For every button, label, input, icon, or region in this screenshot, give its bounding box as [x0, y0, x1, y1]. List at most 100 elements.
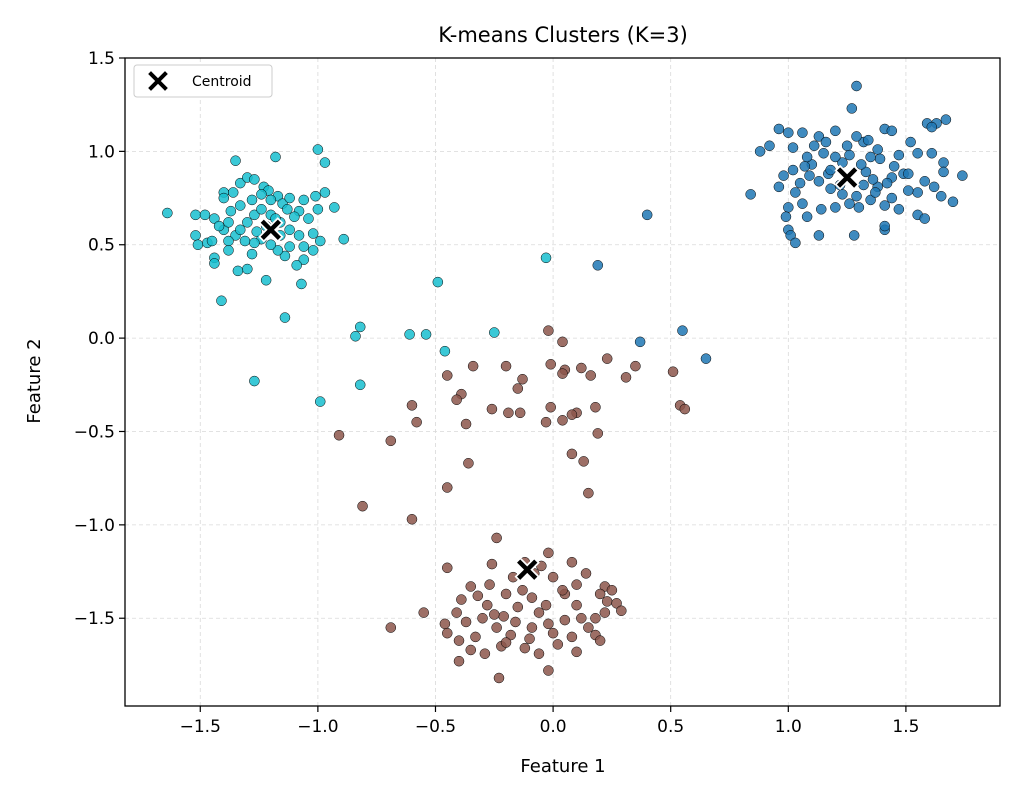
legend-centroid-marker-inner	[148, 71, 168, 91]
data-point-cluster-2	[601, 353, 613, 364]
data-point-cluster-2	[524, 633, 535, 645]
data-point-cluster-2	[578, 456, 589, 467]
data-point-cluster-2	[453, 635, 465, 646]
data-point-cluster-2	[557, 368, 568, 379]
data-point-cluster-0	[853, 202, 865, 213]
data-point-cluster-1	[246, 194, 258, 206]
y-tick-label: 1.0	[88, 142, 115, 162]
data-point-cluster-2	[512, 383, 524, 394]
data-point-cluster-0	[851, 190, 862, 202]
data-point-cluster-2	[557, 584, 568, 596]
y-tick-label: −0.5	[74, 422, 115, 442]
data-point-cluster-1	[209, 258, 220, 269]
data-point-cluster-2	[441, 627, 453, 639]
data-point-cluster-0	[844, 198, 855, 209]
data-point-cluster-2	[491, 532, 502, 544]
data-point-cluster-1	[296, 278, 307, 290]
data-point-cluster-0	[926, 121, 938, 133]
data-point-cluster-0	[848, 230, 860, 241]
y-tick-label: −1.5	[74, 609, 115, 629]
data-point-cluster-2	[601, 596, 613, 607]
data-points	[162, 80, 968, 684]
data-point-cluster-0	[778, 170, 789, 181]
data-point-cluster-2	[451, 394, 462, 405]
data-point-cluster-2	[465, 581, 477, 592]
data-point-cluster-2	[533, 607, 545, 618]
data-point-cluster-2	[566, 631, 578, 643]
data-point-cluster-1	[329, 202, 340, 213]
data-point-cluster-2	[460, 616, 472, 628]
data-point-cluster-1	[246, 248, 258, 260]
data-point-cluster-1	[232, 265, 244, 277]
data-point-cluster-2	[543, 325, 554, 336]
data-point-cluster-0	[813, 230, 825, 241]
data-point-cluster-1	[251, 226, 262, 237]
x-tick-label: 1.5	[892, 717, 919, 737]
data-point-cluster-1	[218, 192, 230, 204]
data-point-cluster-2	[540, 416, 552, 428]
data-point-cluster-1	[279, 250, 291, 262]
x-tick-label: −1.5	[180, 717, 221, 737]
data-point-cluster-2	[406, 400, 418, 411]
data-point-cluster-0	[938, 157, 949, 168]
data-point-cluster-1	[260, 274, 272, 286]
data-point-cluster-1	[439, 345, 451, 357]
data-point-cluster-0	[801, 151, 813, 163]
data-point-cluster-2	[439, 618, 451, 630]
data-point-cluster-1	[209, 213, 220, 224]
data-point-cluster-0	[903, 185, 914, 196]
data-point-cluster-0	[808, 140, 820, 152]
data-point-cluster-0	[773, 123, 785, 135]
data-point-cluster-1	[314, 235, 326, 247]
data-point-cluster-2	[543, 618, 554, 630]
data-point-cluster-0	[818, 147, 829, 159]
data-point-cluster-0	[797, 198, 808, 209]
data-point-cluster-1	[298, 194, 310, 206]
data-point-cluster-2	[411, 416, 422, 428]
data-point-cluster-2	[491, 622, 502, 633]
data-point-cluster-0	[700, 353, 712, 364]
data-point-cluster-2	[540, 599, 552, 611]
x-tick-label: −1.0	[297, 717, 338, 737]
data-point-cluster-0	[790, 237, 801, 249]
data-point-cluster-0	[919, 213, 930, 224]
data-point-cluster-2	[486, 403, 498, 415]
data-point-cluster-0	[867, 174, 879, 185]
data-point-cluster-2	[616, 605, 627, 617]
x-tick-label: 1.0	[775, 717, 802, 737]
data-point-cluster-0	[830, 151, 841, 163]
data-point-cluster-2	[385, 435, 397, 447]
data-point-cluster-2	[630, 360, 641, 372]
data-point-cluster-1	[225, 205, 237, 217]
data-point-cluster-0	[957, 170, 968, 181]
data-point-cluster-2	[571, 579, 582, 590]
data-point-cluster-0	[787, 142, 799, 153]
data-point-cluster-2	[557, 415, 568, 426]
plot-frame	[124, 57, 1001, 707]
data-point-cluster-1	[312, 144, 324, 155]
data-point-cluster-2	[500, 360, 512, 372]
data-point-cluster-2	[493, 672, 505, 684]
data-point-cluster-0	[872, 144, 883, 155]
data-point-cluster-2	[620, 372, 632, 383]
data-point-cluster-0	[860, 166, 872, 178]
data-point-cluster-2	[566, 556, 578, 568]
data-point-cluster-1	[235, 224, 246, 236]
data-point-cluster-0	[893, 204, 905, 215]
data-point-cluster-1	[249, 375, 260, 387]
data-point-cluster-0	[764, 140, 775, 152]
data-point-cluster-1	[291, 260, 302, 271]
data-point-cluster-0	[841, 140, 853, 152]
data-point-cluster-1	[256, 189, 267, 200]
data-point-cluster-0	[799, 161, 811, 172]
data-point-cluster-1	[223, 245, 234, 256]
data-point-cluster-2	[517, 373, 528, 385]
data-point-cluster-0	[905, 136, 916, 148]
data-point-cluster-1	[298, 241, 310, 252]
data-point-cluster-2	[667, 366, 679, 377]
data-point-cluster-2	[441, 370, 453, 381]
data-point-cluster-2	[477, 612, 488, 624]
data-point-cluster-0	[820, 136, 832, 148]
data-point-cluster-1	[206, 235, 218, 247]
